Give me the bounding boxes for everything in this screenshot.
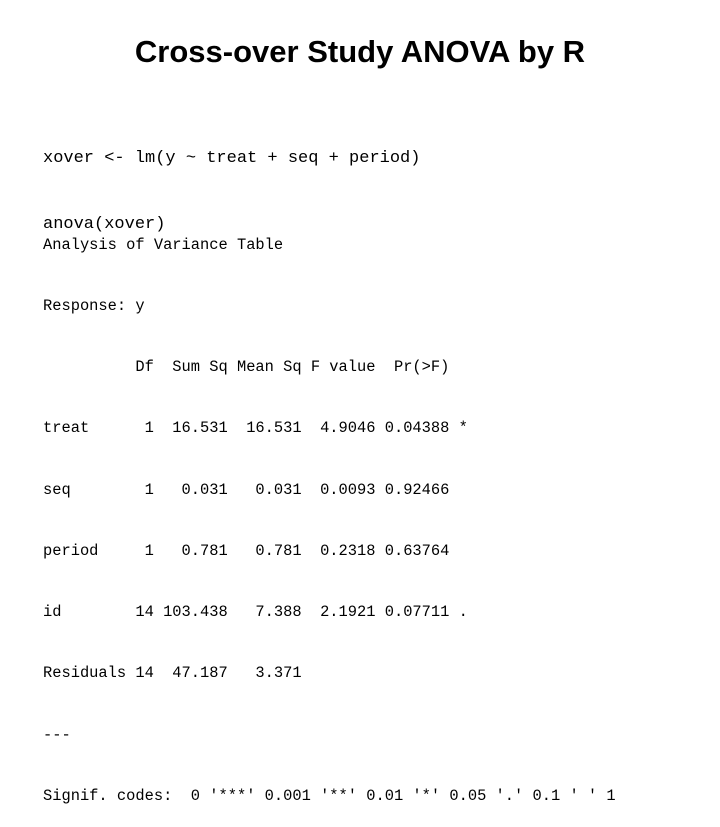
output-header-row: Df Sum Sq Mean Sq F value Pr(>F) [43,358,468,377]
output-row-id: id 14 103.438 7.388 2.1921 0.07711 . [43,603,468,622]
output-response: Response: y [43,297,145,316]
code-line-anova: anova(xover) [43,215,166,234]
r-code-block: xover <- lm(y ~ treat + seq + period) an… [43,104,420,258]
output-signif-codes: Signif. codes: 0 '***' 0.001 '**' 0.01 '… [43,786,616,805]
output-row-residuals: Residuals 14 47.187 3.371 [43,664,468,683]
output-separator: --- [43,725,71,744]
code-line-lm: xover <- lm(y ~ treat + seq + period) [43,149,421,168]
output-row-seq: seq 1 0.031 0.031 0.0093 0.92466 [43,480,468,499]
slide-title: Cross-over Study ANOVA by R [134,34,586,69]
output-row-period: period 1 0.781 0.781 0.2318 0.63764 [43,541,468,560]
output-row-treat: treat 1 16.531 16.531 4.9046 0.04388 * [43,419,468,438]
anova-output-block: Analysis of Variance Table Response: y D… [43,194,616,827]
output-table-title: Analysis of Variance Table [43,235,284,254]
